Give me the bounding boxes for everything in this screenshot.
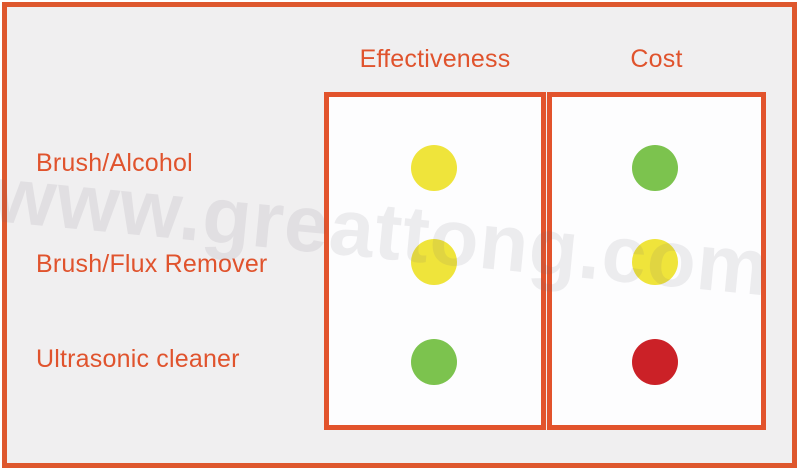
row-label-brush-alcohol: Brush/Alcohol xyxy=(36,149,193,177)
status-dot xyxy=(411,239,457,285)
status-dot xyxy=(632,145,678,191)
status-dot xyxy=(632,339,678,385)
status-dot xyxy=(411,339,457,385)
column-header-effectiveness: Effectiveness xyxy=(359,45,511,73)
row-label-ultrasonic-cleaner: Ultrasonic cleaner xyxy=(36,345,240,373)
column-header-cost: Cost xyxy=(630,45,683,73)
status-dot xyxy=(411,145,457,191)
status-dot xyxy=(632,239,678,285)
row-label-brush-flux-remover: Brush/Flux Remover xyxy=(36,250,268,278)
